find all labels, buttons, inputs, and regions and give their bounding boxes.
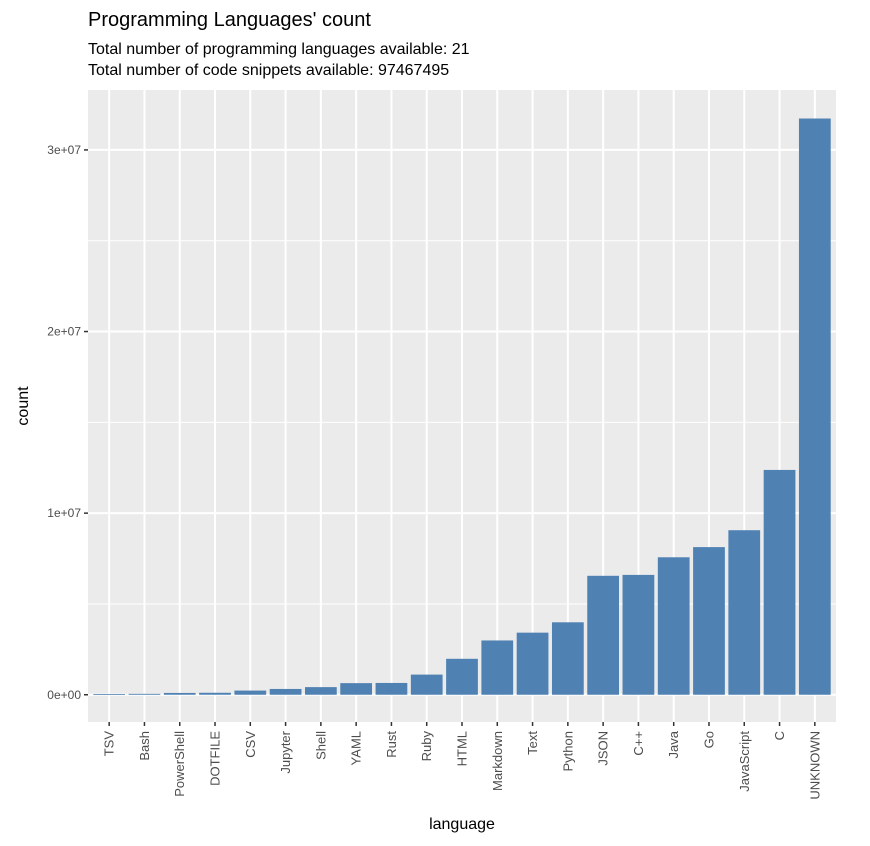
x-tick-label: UNKNOWN [807,731,822,800]
x-tick-label: HTML [455,731,470,766]
x-tick-label: Shell [313,731,328,760]
bar [340,683,373,695]
chart-title: Programming Languages' count [88,9,371,31]
x-tick-label: Rust [384,731,399,758]
bar [763,469,796,695]
x-tick-label: Ruby [419,731,434,762]
bar [128,693,161,695]
x-tick-label: Text [525,731,540,755]
major-x-gridlines [108,90,816,722]
y-axis-title: count [15,386,32,426]
bar [587,575,620,695]
x-tick-label: C++ [631,731,646,756]
x-tick-label: CSV [243,731,258,758]
y-tick-label: 1e+07 [47,506,81,520]
x-axis: TSV Bash PowerShell DOTFILE CSV Jupyter Shell Y… [102,722,822,800]
x-tick-label: DOTFILE [208,731,223,786]
x-tick-label: JSON [596,731,611,766]
x-tick-label: YAML [349,731,364,765]
x-tick-label: TSV [102,731,117,757]
y-tick-label: 3e+07 [47,143,81,157]
bar [410,674,443,695]
bar [622,574,655,695]
bar [269,688,302,695]
bar [516,632,549,695]
y-tick-label: 2e+07 [47,325,81,339]
bar [693,547,725,695]
x-tick-label: C [772,731,787,740]
x-tick-label: Markdown [490,731,505,791]
y-tick-label: 0e+00 [47,688,81,702]
bar [657,557,690,695]
bar [304,687,337,695]
x-tick-label: JavaScript [737,731,752,792]
chart-subtitle-line-1: Total number of programming languages av… [88,41,470,58]
x-tick-label: Go [701,731,716,748]
bar [481,640,514,695]
x-tick-label: PowerShell [172,731,187,797]
bar [163,692,196,695]
y-axis: 0e+00 1e+07 2e+07 3e+07 [47,143,88,702]
x-tick-label: Python [560,731,575,771]
x-tick-label: Jupyter [278,730,293,773]
bar [798,118,831,695]
x-axis-title: language [429,816,495,833]
x-tick-label: Java [666,730,681,758]
bar [199,692,231,695]
bar [551,622,584,695]
bar [375,682,408,695]
bar [446,658,478,695]
x-tick-label: Bash [137,731,152,761]
bar [728,530,761,695]
bar [234,690,267,695]
chart-subtitle-line-2: Total number of code snippets available:… [88,62,450,79]
bars [93,118,831,696]
bar [93,694,126,696]
